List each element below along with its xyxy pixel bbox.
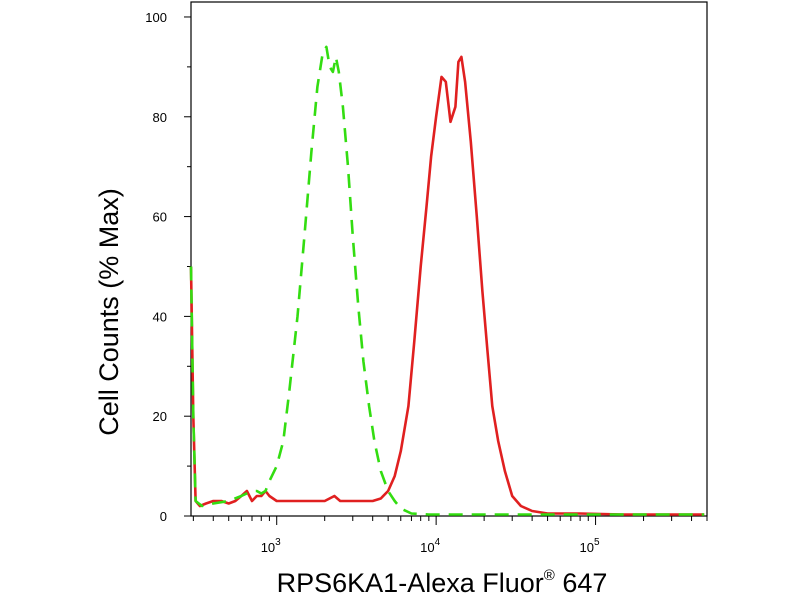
x-tick-label-exponent: 5 [594,537,600,548]
x-tick-label-exponent: 3 [275,537,281,548]
x-tick-label: 103 [261,537,281,555]
x-tick-label-exponent: 4 [435,537,441,548]
y-tick-label: 40 [153,309,167,324]
y-axis-title: Cell Counts (% Max) [94,188,124,436]
y-tick-label: 60 [153,210,167,225]
x-tick-label: 105 [580,537,600,555]
series-layer [189,45,705,516]
y-tick-label: 100 [145,10,167,25]
plot-frame-border [190,1,708,517]
x-tick-label-base: 10 [261,540,275,555]
y-tick-label: 80 [153,110,167,125]
x-axis-title-suffix: 647 [555,568,608,598]
y-axis-ticks: 0 20 40 60 80 100 [145,10,191,524]
y-tick-label: 20 [153,409,167,424]
series-line-2 [189,45,705,516]
x-tick-label: 104 [420,537,440,555]
x-axis-title-superscript: ® [544,567,555,584]
x-axis-ticks: 103 104 105 [192,516,708,555]
x-tick-label-base: 10 [420,540,434,555]
plot-area [190,1,708,517]
series-line-1 [189,55,705,516]
x-tick-label-base: 10 [580,540,594,555]
x-axis-title-main: RPS6KA1-Alexa Fluor [277,568,544,598]
y-tick-label: 0 [160,509,167,524]
x-axis-title: RPS6KA1-Alexa Fluor® 647 [277,567,608,598]
